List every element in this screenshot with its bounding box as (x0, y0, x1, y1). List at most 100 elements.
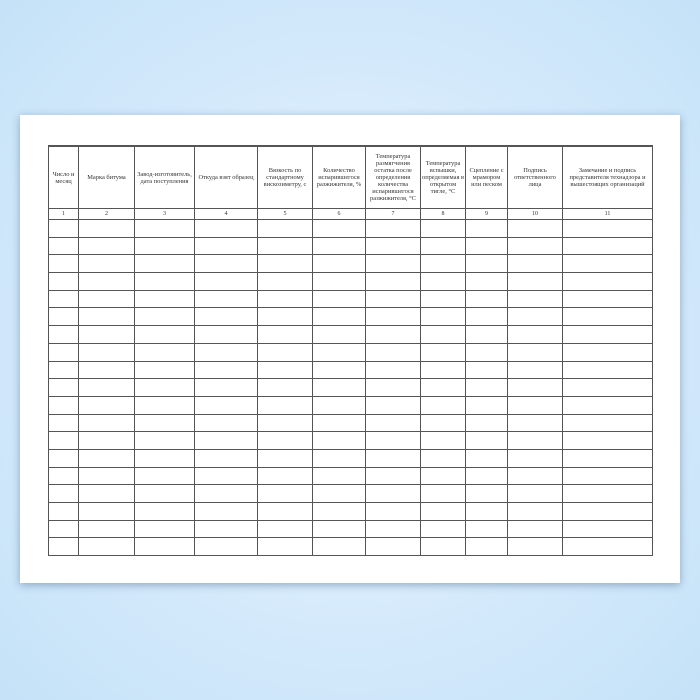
table-cell (194, 395, 258, 415)
table-cell (365, 307, 421, 327)
table-cell (365, 537, 421, 557)
table-cell (465, 431, 508, 450)
header-row: Число и месяц Марка битума Завод-изготовит… (48, 145, 653, 209)
table-cell (365, 484, 421, 503)
table-cell (420, 325, 466, 344)
table-cell (507, 502, 563, 521)
column-number: 6 (312, 208, 366, 220)
column-number: 9 (465, 208, 508, 220)
table-cell (562, 519, 653, 539)
table-cell (78, 272, 135, 291)
column-header: Завод-изготовитель, дата поступления (134, 145, 195, 209)
table-cell (365, 289, 421, 309)
table-cell (365, 378, 421, 397)
table-cell (134, 236, 195, 256)
table-cell (78, 466, 135, 486)
table-cell (420, 502, 466, 521)
table-cell (194, 502, 258, 521)
table-cell (48, 236, 79, 256)
table-cell (507, 378, 563, 397)
table-cell (257, 360, 313, 380)
table-cell (134, 431, 195, 450)
table-cell (465, 360, 508, 380)
table-cell (507, 431, 563, 450)
table-cell (365, 219, 421, 238)
table-cell (194, 448, 258, 468)
column-number: 2 (78, 208, 135, 220)
table-cell (48, 307, 79, 327)
table-cell (48, 395, 79, 415)
table-cell (420, 395, 466, 415)
table-cell (48, 289, 79, 309)
table-row (48, 448, 653, 468)
table-cell (465, 466, 508, 486)
table-cell (257, 325, 313, 344)
table-cell (465, 395, 508, 415)
table-cell (562, 502, 653, 521)
table-cell (78, 307, 135, 327)
table-cell (562, 254, 653, 274)
table-row (48, 395, 653, 415)
table-cell (78, 378, 135, 397)
column-header: Откуда взят образец (194, 145, 258, 209)
table-cell (365, 254, 421, 274)
table-cell (257, 413, 313, 433)
table-cell (420, 484, 466, 503)
table-row (48, 307, 653, 327)
table-cell (312, 219, 366, 238)
table-cell (465, 272, 508, 291)
table-cell (48, 519, 79, 539)
table-cell (257, 342, 313, 362)
table-cell (365, 272, 421, 291)
table-row (48, 360, 653, 380)
table-cell (507, 272, 563, 291)
table-cell (312, 307, 366, 327)
table-cell (78, 448, 135, 468)
table-cell (312, 395, 366, 415)
table-cell (78, 254, 135, 274)
table-row (48, 502, 653, 521)
table-cell (257, 431, 313, 450)
table-cell (257, 289, 313, 309)
table-cell (562, 378, 653, 397)
table-cell (134, 466, 195, 486)
table-cell (465, 484, 508, 503)
table-row (48, 466, 653, 486)
table-row (48, 378, 653, 397)
table-cell (257, 236, 313, 256)
column-header: Температура вспышки, определяемая в откр… (420, 145, 466, 209)
table-cell (257, 537, 313, 557)
table-cell (465, 325, 508, 344)
column-header: Температура размягчения остатка после оп… (365, 145, 421, 209)
table-cell (312, 378, 366, 397)
table-cell (78, 342, 135, 362)
table-cell (134, 307, 195, 327)
table-cell (48, 378, 79, 397)
table-cell (48, 448, 79, 468)
table-cell (365, 236, 421, 256)
table-cell (194, 219, 258, 238)
table-cell (257, 219, 313, 238)
table-row (48, 431, 653, 450)
table-cell (194, 413, 258, 433)
table-cell (257, 448, 313, 468)
table-cell (134, 289, 195, 309)
table-cell (48, 254, 79, 274)
table-cell (465, 307, 508, 327)
table-cell (257, 519, 313, 539)
column-number: 3 (134, 208, 195, 220)
table-cell (134, 219, 195, 238)
table-cell (257, 484, 313, 503)
table-cell (78, 236, 135, 256)
table-cell (507, 466, 563, 486)
table-cell (312, 413, 366, 433)
table-cell (134, 537, 195, 557)
table-cell (420, 378, 466, 397)
table-cell (465, 519, 508, 539)
column-number: 8 (420, 208, 466, 220)
column-header: Число и месяц (48, 145, 79, 209)
column-number: 4 (194, 208, 258, 220)
table-cell (465, 289, 508, 309)
table-cell (194, 272, 258, 291)
table-cell (365, 519, 421, 539)
